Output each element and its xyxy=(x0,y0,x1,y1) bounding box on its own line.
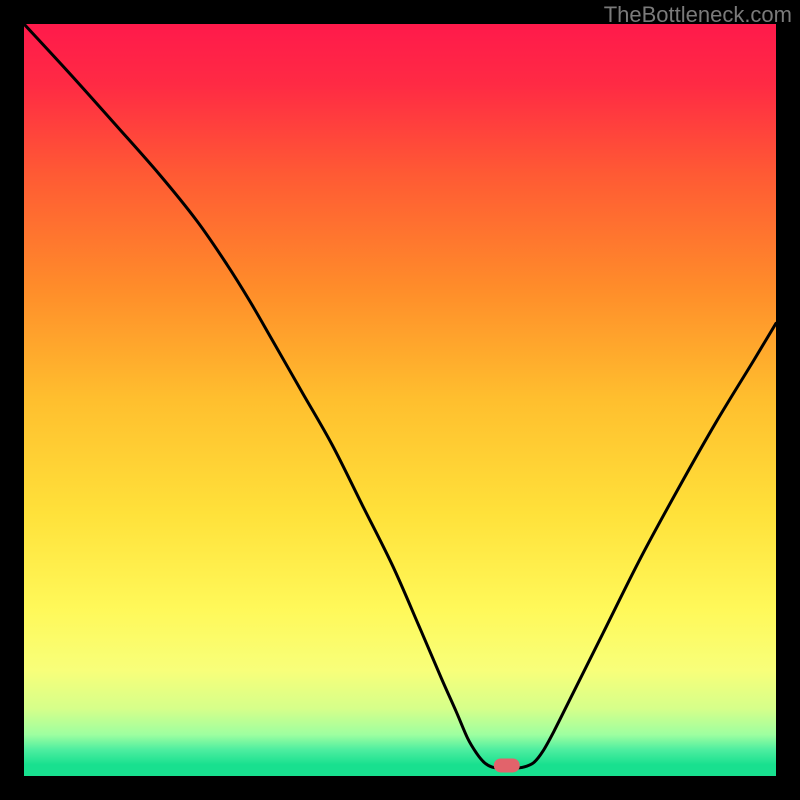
plot-area xyxy=(24,24,776,776)
chart-frame: TheBottleneck.com xyxy=(0,0,800,800)
curve-path xyxy=(24,24,776,769)
watermark-text: TheBottleneck.com xyxy=(604,2,792,28)
bottleneck-curve xyxy=(24,24,776,776)
optimal-marker xyxy=(494,758,520,772)
